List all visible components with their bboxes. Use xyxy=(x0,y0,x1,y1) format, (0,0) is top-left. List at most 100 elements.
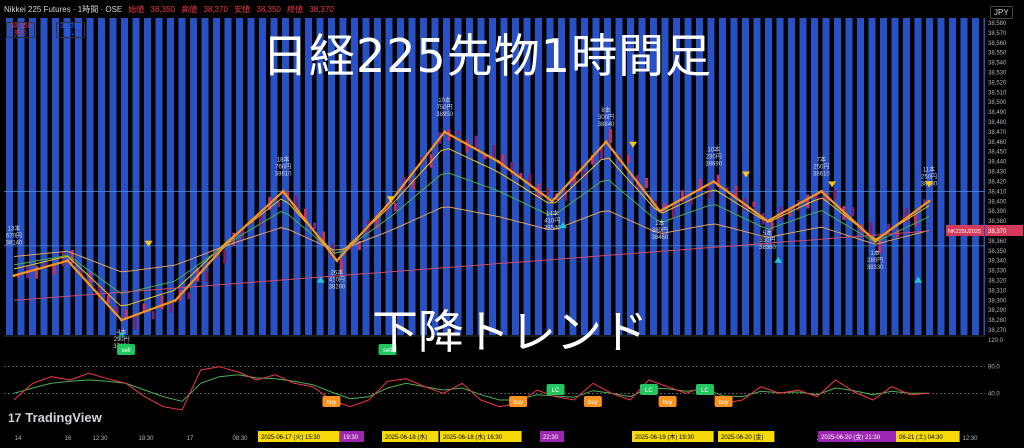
candle xyxy=(34,265,38,279)
price-tick-label: 38,440 xyxy=(988,160,1007,166)
swing-annotation: 11本 xyxy=(923,165,935,173)
ohlc-high-label: 高値 xyxy=(181,4,198,14)
price-tick-label: 38,390 xyxy=(988,209,1007,215)
session-band xyxy=(282,18,289,335)
sell-price: 38,350 xyxy=(10,23,32,30)
session-band xyxy=(868,18,876,335)
session-band xyxy=(259,18,266,335)
session-band xyxy=(144,18,151,335)
price-tick-label: 38,490 xyxy=(988,110,1007,116)
session-band xyxy=(63,18,71,335)
candle xyxy=(501,154,505,167)
ohlc-open: 38,350 xyxy=(150,4,175,14)
swing-annotation: 8本 xyxy=(601,106,610,114)
candle xyxy=(833,189,837,199)
down-marker-icon xyxy=(925,181,933,188)
session-band xyxy=(822,18,830,335)
price-tick-label: 38,270 xyxy=(988,328,1007,334)
candle xyxy=(97,285,101,300)
zigzag-point xyxy=(281,189,285,193)
swing-annotation: 410円 xyxy=(544,217,560,224)
up-marker-icon xyxy=(559,222,567,229)
candle xyxy=(905,208,909,222)
signal-badge xyxy=(714,396,733,407)
zigzag-point xyxy=(766,219,770,223)
session-band xyxy=(270,18,278,335)
price-current-label: 38,370 xyxy=(988,229,1007,235)
session-band xyxy=(937,18,945,335)
swing-annotation: 14本 xyxy=(546,209,559,217)
swing-annotation: 760円 xyxy=(275,163,291,170)
price-tick-label: 38,340 xyxy=(988,259,1007,265)
time-tick-label: 14 xyxy=(15,436,22,442)
candle xyxy=(878,239,882,254)
candle xyxy=(492,144,496,158)
signal-badge xyxy=(117,344,136,355)
session-band xyxy=(236,18,243,335)
down-marker-icon xyxy=(386,196,395,203)
signal-badge xyxy=(658,396,677,407)
session-band xyxy=(443,18,450,335)
symbol-title[interactable]: Nikkei 225 Futures · 1時間 · OSE xyxy=(4,4,123,14)
signal-label: sell xyxy=(383,348,392,354)
time-label-text: 2025-06-20 (金) 21:30 xyxy=(821,433,881,441)
candle xyxy=(591,154,595,165)
session-band xyxy=(903,18,910,335)
session-band xyxy=(615,18,623,335)
candle xyxy=(339,259,343,274)
candle xyxy=(322,231,325,243)
swing-annotation: 330円 xyxy=(760,237,776,244)
session-band xyxy=(201,18,209,335)
signal-badge xyxy=(378,344,397,355)
currency-selector[interactable]: JPY xyxy=(990,6,1013,19)
session-band xyxy=(328,18,335,335)
session-band xyxy=(661,18,669,335)
swing-annotation: 230円 xyxy=(706,153,722,160)
ma-mid-line xyxy=(13,172,930,294)
candle xyxy=(241,228,245,242)
candle xyxy=(824,193,828,202)
time-label-text: 19:30 xyxy=(343,435,359,441)
time-label-text: 22:30 xyxy=(543,435,559,441)
swing-annotation: 38840 xyxy=(598,122,615,128)
candle xyxy=(187,292,191,300)
ma-fast-line xyxy=(13,148,930,307)
signal-badge xyxy=(546,384,565,395)
session-band xyxy=(926,18,933,335)
swing-annotation: 1本 xyxy=(655,219,664,227)
candle xyxy=(734,186,738,199)
time-label-box xyxy=(340,431,364,442)
buy-button[interactable]: 38,390 買い xyxy=(56,22,86,38)
session-band xyxy=(351,18,358,335)
ohlc-low-label: 安値 xyxy=(234,4,251,14)
swing-annotation: 38460 xyxy=(652,235,669,241)
session-band xyxy=(431,18,439,335)
down-marker-icon xyxy=(144,240,153,247)
session-band xyxy=(914,18,922,335)
ma-slow-line xyxy=(13,206,930,273)
session-band xyxy=(224,18,232,335)
ma-long-line xyxy=(13,230,930,301)
signal-label: LC xyxy=(552,388,560,394)
candle xyxy=(707,186,711,199)
session-band xyxy=(799,18,807,335)
session-band xyxy=(293,18,301,335)
tradingview-logo-text: TradingView xyxy=(25,410,102,425)
price-tick-label: 38,300 xyxy=(988,298,1007,304)
candle xyxy=(151,311,155,320)
time-label-text: 2025-06-18 (水) xyxy=(385,433,427,441)
signal-label: buy xyxy=(513,400,523,406)
session-band xyxy=(845,18,853,335)
session-band xyxy=(857,18,864,335)
tradingview-logo[interactable]: 17 TradingView xyxy=(8,410,102,425)
session-band xyxy=(684,18,692,335)
session-band xyxy=(753,18,761,335)
ohlc-close-label: 終値 xyxy=(287,4,304,14)
candle xyxy=(788,209,792,217)
session-band xyxy=(788,18,795,335)
time-label-box xyxy=(258,431,340,442)
sell-button[interactable]: 38,350 売り xyxy=(6,22,36,38)
swing-annotation: 300円 xyxy=(598,114,614,121)
price-tick-label: 38,540 xyxy=(988,61,1007,67)
